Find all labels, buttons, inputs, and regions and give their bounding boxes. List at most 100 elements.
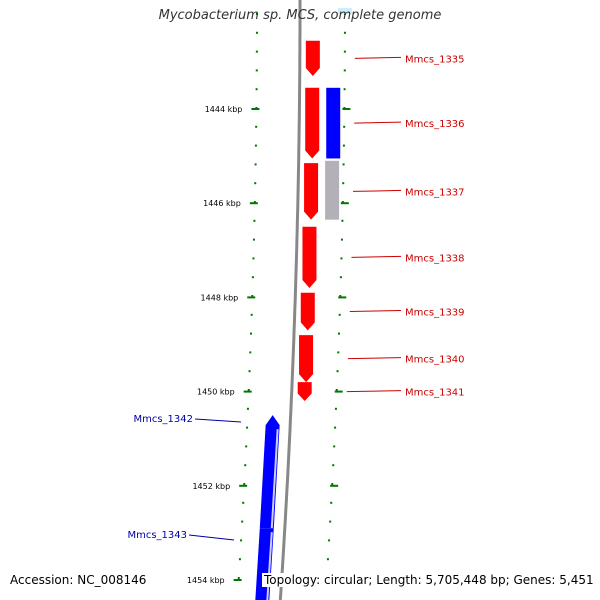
gene-label-connector — [353, 189, 402, 192]
minor-tick-inner — [255, 88, 258, 91]
minor-tick-outer — [342, 182, 345, 185]
minor-tick-inner — [253, 219, 256, 222]
tick-label: 1444 kbp — [205, 105, 243, 114]
minor-tick-inner — [255, 31, 258, 34]
gene-label[interactable]: Mmcs_1337 — [405, 187, 465, 198]
minor-tick-outer — [340, 257, 343, 260]
minor-tick-inner — [250, 332, 253, 335]
gene-label[interactable]: Mmcs_1343 — [127, 530, 187, 541]
forward-gene-mmcs-1338[interactable] — [302, 226, 317, 288]
major-tick-inner — [233, 579, 242, 581]
minor-tick-outer — [342, 163, 345, 166]
gene-label[interactable]: Mmcs_1339 — [405, 308, 465, 319]
major-tick-outer — [340, 202, 349, 205]
minor-tick-outer — [328, 539, 331, 542]
forward-gene-mmcs-1335[interactable] — [305, 40, 320, 77]
minor-tick-outer — [343, 69, 346, 72]
minor-tick-inner — [247, 389, 250, 391]
minor-tick-outer — [331, 483, 334, 485]
minor-tick-inner — [243, 483, 246, 485]
forward-gene-mmcs-1340[interactable] — [299, 335, 314, 383]
tick-label: 1452 kbp — [192, 482, 230, 491]
minor-tick-outer — [333, 445, 336, 448]
map-title: Mycobacterium sp. MCS, complete genome — [158, 8, 442, 23]
minor-tick-inner — [241, 520, 244, 523]
minor-tick-inner — [246, 426, 249, 429]
gene-highlight — [266, 532, 273, 600]
forward-gene-mmcs-1341[interactable] — [297, 382, 312, 402]
major-tick-inner — [247, 296, 256, 299]
minor-tick-outer — [334, 407, 337, 410]
gene-label[interactable]: Mmcs_1342 — [133, 414, 193, 425]
minor-tick-inner — [238, 558, 241, 561]
minor-tick-outer — [337, 351, 340, 354]
major-tick-inner — [243, 390, 252, 393]
minor-tick-inner — [252, 257, 255, 260]
minor-tick-outer — [339, 276, 342, 279]
tick-label: 1450 kbp — [197, 388, 235, 397]
major-tick-inner — [239, 484, 248, 487]
genome-summary-text: Topology: circular; Length: 5,705,448 bp… — [262, 573, 596, 587]
minor-tick-inner — [237, 577, 240, 579]
minor-tick-inner — [251, 276, 254, 279]
major-tick-outer — [334, 390, 343, 393]
minor-tick-outer — [343, 125, 346, 128]
gene-label-connector — [194, 418, 242, 423]
major-tick-outer — [342, 108, 351, 110]
minor-tick-outer — [343, 31, 346, 34]
minor-tick-inner — [255, 13, 258, 15]
reverse-feature-block[interactable] — [326, 87, 341, 159]
gene-label-connector — [346, 390, 402, 393]
minor-tick-inner — [242, 501, 245, 504]
minor-tick-inner — [253, 201, 256, 203]
forward-gene-mmcs-1337[interactable] — [304, 163, 319, 220]
reverse-gene-mmcs-1342[interactable] — [259, 415, 280, 529]
major-tick-outer — [338, 296, 347, 299]
minor-tick-inner — [246, 407, 249, 410]
minor-tick-inner — [255, 125, 258, 128]
minor-tick-inner — [252, 238, 255, 241]
genome-backbone — [278, 0, 302, 600]
minor-tick-outer — [335, 389, 338, 391]
gene-label[interactable]: Mmcs_1341 — [405, 388, 465, 399]
gene-label-connector — [354, 121, 402, 124]
minor-tick-outer — [330, 501, 333, 504]
gene-label[interactable]: Mmcs_1338 — [405, 253, 465, 264]
minor-tick-outer — [341, 201, 344, 203]
gene-label-connector — [354, 56, 402, 59]
label-layer: Mmcs_1335 Mmcs_1336 Mmcs_1337 Mmcs_1338 Mmcs… — [127, 54, 464, 541]
minor-tick-outer — [336, 370, 339, 373]
minor-tick-outer — [334, 426, 337, 429]
minor-tick-outer — [338, 332, 341, 335]
gene-label[interactable]: Mmcs_1336 — [405, 119, 465, 130]
minor-tick-outer — [343, 88, 346, 91]
forward-gene-mmcs-1339[interactable] — [300, 292, 315, 331]
tick-label: 1448 kbp — [201, 293, 239, 302]
minor-tick-inner — [254, 163, 257, 166]
minor-tick-inner — [254, 144, 257, 147]
minor-tick-inner — [251, 295, 254, 297]
gene-label[interactable]: Mmcs_1335 — [405, 54, 465, 65]
tick-label: 1454 kbp — [187, 576, 225, 585]
minor-tick-outer — [339, 295, 342, 297]
feature-layer — [255, 40, 341, 600]
gene-label-connector — [349, 310, 402, 313]
gene-highlight — [270, 429, 279, 529]
other-feature-block[interactable] — [325, 160, 340, 220]
tick-label: 1446 kbp — [203, 199, 241, 208]
minor-tick-outer — [326, 558, 329, 561]
minor-tick-inner — [245, 445, 248, 448]
minor-tick-inner — [255, 69, 258, 72]
minor-tick-outer — [342, 144, 345, 147]
minor-tick-outer — [343, 50, 346, 53]
offscreen-feature-stub — [337, 8, 352, 14]
tick-layer: 1444 kbp 1446 kbp 1448 kbp 1450 kbp 1452 kbp… — [187, 8, 352, 585]
minor-tick-outer — [341, 219, 344, 222]
minor-tick-inner — [255, 50, 258, 53]
minor-tick-outer — [329, 520, 332, 523]
forward-gene-mmcs-1336[interactable] — [305, 87, 320, 159]
gene-label[interactable]: Mmcs_1340 — [405, 355, 465, 366]
major-tick-inner — [251, 108, 260, 110]
minor-tick-inner — [248, 370, 251, 373]
